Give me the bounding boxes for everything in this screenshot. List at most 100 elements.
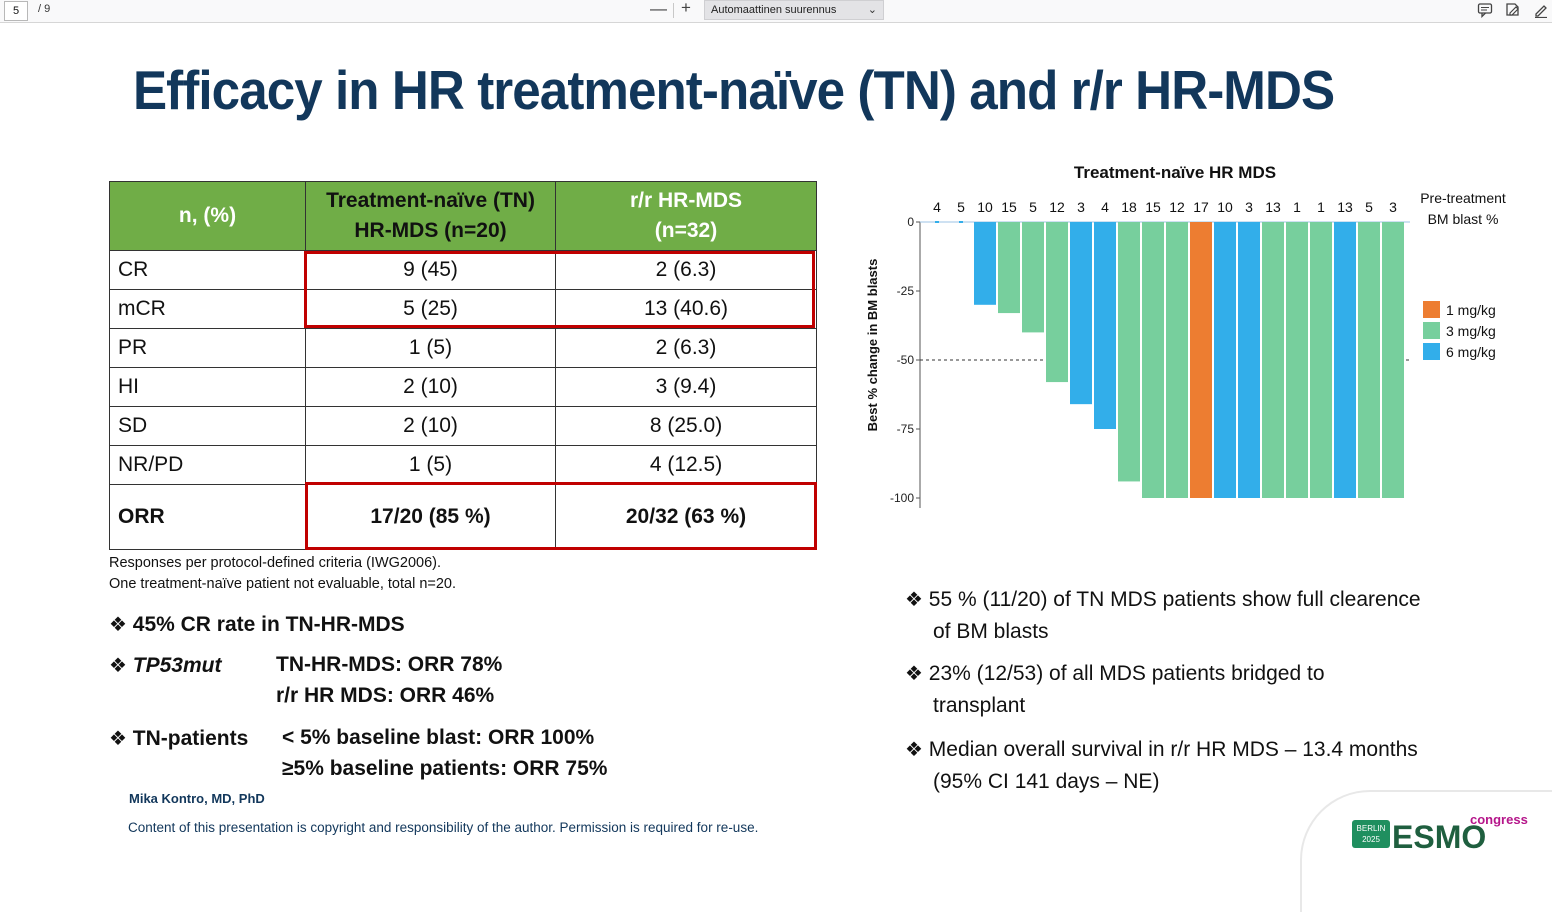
chevron-down-icon: ⌄	[867, 4, 877, 16]
bar	[1190, 222, 1212, 498]
row-label: HI	[109, 367, 306, 407]
category-label: 1	[1293, 199, 1301, 215]
table-row: HI 2 (10) 3 (9.4)	[109, 367, 817, 407]
legend-label: 3 mg/kg	[1446, 323, 1496, 339]
cell-rr: 2 (6.3)	[555, 250, 817, 290]
row-label: NR/PD	[109, 445, 306, 485]
table-row: NR/PD 1 (5) 4 (12.5)	[109, 445, 817, 485]
category-label: 17	[1193, 199, 1209, 215]
svg-text:2025: 2025	[1362, 835, 1380, 844]
table-row: SD 2 (10) 8 (25.0)	[109, 406, 817, 446]
bar	[1214, 222, 1236, 498]
y-tick-label: -50	[897, 353, 915, 367]
cell-rr: 3 (9.4)	[555, 367, 817, 407]
bullet-tp53-line2: r/r HR MDS: ORR 46%	[276, 684, 495, 707]
bullet-text-line1: 23% (12/53) of all MDS patients bridged …	[928, 662, 1325, 685]
category-label: 12	[1169, 199, 1185, 215]
y-tick-label: -75	[897, 422, 915, 436]
svg-text:ESMO: ESMO	[1392, 819, 1486, 855]
bar	[974, 222, 996, 305]
edit-icon[interactable]	[1533, 2, 1549, 18]
category-label: 15	[1001, 199, 1017, 215]
svg-text:congress: congress	[1470, 812, 1528, 827]
bar	[1262, 222, 1284, 498]
chart-y-ticks: 0 -25 -50 -75 -100	[890, 215, 920, 505]
bullet-text-line2: (95% CI 141 days – NE)	[933, 770, 1160, 793]
viewer-toolbar: 5 / 9 — + Automaattinen suurennus ⌄	[0, 0, 1552, 23]
bullet-text-line2: transplant	[933, 694, 1026, 717]
bar	[935, 221, 939, 223]
bullet-text-line1: 55 % (11/20) of TN MDS patients show ful…	[928, 588, 1421, 611]
bullet-tn-patients: ❖ TN-patients	[109, 726, 248, 751]
category-label: 15	[1145, 199, 1161, 215]
cell-rr: 2 (6.3)	[555, 328, 817, 368]
y-tick-label: -100	[890, 491, 914, 505]
legend-label: 1 mg/kg	[1446, 302, 1496, 318]
bullet-symbol: ❖	[109, 728, 127, 750]
decorative-curve	[1300, 790, 1552, 912]
esmo-congress-logo: BERLIN 2025 ESMO congress	[1352, 812, 1528, 855]
bullet-label: TP53mut	[132, 654, 222, 677]
bar	[1286, 222, 1308, 498]
response-table: n, (%) Treatment-naïve (TN) HR-MDS (n=20…	[109, 181, 817, 550]
draw-icon[interactable]	[1505, 2, 1521, 18]
category-label: 5	[957, 199, 965, 215]
category-label: 3	[1245, 199, 1253, 215]
row-label: SD	[109, 406, 306, 446]
bullet-tn-line1: < 5% baseline blast: ORR 100%	[282, 726, 595, 749]
header-rr-hr-mds: r/r HR-MDS (n=32)	[555, 181, 817, 251]
cell-tn: 2 (10)	[305, 406, 556, 446]
bar	[1070, 222, 1092, 405]
y-tick-label: -25	[897, 284, 915, 298]
zoom-in-button[interactable]: +	[681, 0, 691, 17]
bar	[1094, 222, 1116, 429]
bullet-text: 45% CR rate in TN-HR-MDS	[132, 613, 405, 636]
category-label: 4	[1101, 199, 1109, 215]
header-rr-line1: r/r HR-MDS	[629, 189, 742, 212]
toolbar-separator	[673, 3, 674, 18]
bullet-clearence: ❖ 55 % (11/20) of TN MDS patients show f…	[905, 584, 1421, 647]
bar	[1022, 222, 1044, 333]
chart-legend: 1 mg/kg 3 mg/kg 6 mg/kg	[1423, 301, 1496, 360]
bullet-tp53-line1: TN-HR-MDS: ORR 78%	[276, 653, 503, 676]
header-treatment-naive: Treatment-naïve (TN) HR-MDS (n=20)	[305, 181, 556, 251]
bullet-symbol: ❖	[109, 655, 127, 677]
pretreatment-label-line2: BM blast %	[1428, 211, 1499, 227]
category-label: 5	[1029, 199, 1037, 215]
bar	[998, 222, 1020, 314]
page-number-input[interactable]: 5	[4, 1, 28, 21]
zoom-out-button[interactable]: —	[650, 0, 667, 18]
table-row: mCR 5 (25) 13 (40.6)	[109, 289, 817, 329]
bullet-text-line1: Median overall survival in r/r HR MDS – …	[928, 738, 1418, 761]
table-row: PR 1 (5) 2 (6.3)	[109, 328, 817, 368]
legend-swatch	[1423, 322, 1440, 339]
bullet-symbol: ❖	[905, 739, 923, 761]
comment-icon[interactable]	[1477, 2, 1493, 18]
bar	[1382, 222, 1404, 498]
svg-text:BERLIN: BERLIN	[1357, 824, 1386, 833]
cell-tn: 9 (45)	[305, 250, 556, 290]
cell-rr: 8 (25.0)	[555, 406, 817, 446]
bullet-survival: ❖ Median overall survival in r/r HR MDS …	[905, 734, 1418, 797]
cell-rr: 20/32 (63 %)	[555, 484, 817, 550]
bullet-transplant: ❖ 23% (12/53) of all MDS patients bridge…	[905, 658, 1325, 721]
highlight-box-orr	[305, 482, 817, 550]
pretreatment-label-line1: Pre-treatment	[1420, 190, 1506, 206]
author-name: Mika Kontro, MD, PhD	[129, 791, 265, 806]
zoom-select[interactable]: Automaattinen suurennus ⌄	[704, 0, 884, 20]
cell-tn: 1 (5)	[305, 328, 556, 368]
row-label: PR	[109, 328, 306, 368]
highlight-box-cr-mcr	[304, 251, 815, 328]
chart-y-axis-label: Best % change in BM blasts	[865, 259, 880, 432]
footnote: Responses per protocol-defined criteria …	[109, 555, 442, 571]
category-label: 12	[1049, 199, 1065, 215]
category-label: 5	[1365, 199, 1373, 215]
category-label: 18	[1121, 199, 1137, 215]
legend-swatch	[1423, 301, 1440, 318]
copyright-notice: Content of this presentation is copyrigh…	[128, 820, 759, 835]
bullet-symbol: ❖	[109, 614, 127, 636]
bar	[1334, 222, 1356, 498]
bar	[1118, 222, 1140, 482]
footnote: One treatment-naïve patient not evaluabl…	[109, 576, 457, 592]
bullet-text-line2: of BM blasts	[933, 620, 1049, 643]
